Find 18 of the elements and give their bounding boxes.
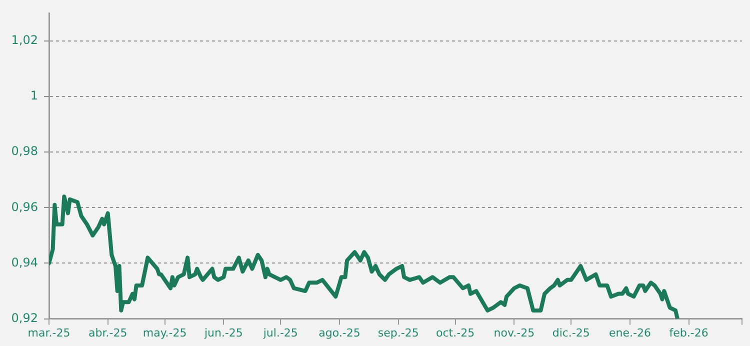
x-tick-label: ago.-25 (318, 326, 360, 340)
y-tick-label: 0,94 (11, 255, 38, 270)
x-tick-label: jun.-25 (203, 326, 243, 340)
x-tick-label: nov.-25 (494, 326, 535, 340)
x-tick-label: feb.-26 (669, 326, 708, 340)
x-tick-label: may.-25 (142, 326, 187, 340)
x-tick-label: abr.-25 (88, 326, 128, 340)
y-tick-label: 0,92 (11, 310, 38, 325)
x-tick-label: dic.-25 (552, 326, 590, 340)
x-tick-label: mar.-25 (28, 326, 70, 340)
x-tick-label: sep.-25 (378, 326, 419, 340)
y-tick-label: 0,96 (11, 200, 38, 214)
x-tick-label: oct.-25 (436, 326, 475, 340)
x-tick-label: jul.-25 (262, 326, 298, 340)
y-tick-label: 1 (30, 88, 38, 103)
y-tick-label: 1,02 (11, 33, 38, 48)
y-tick-label: 0,98 (11, 144, 38, 158)
x-tick-label: ene.-26 (608, 326, 651, 340)
